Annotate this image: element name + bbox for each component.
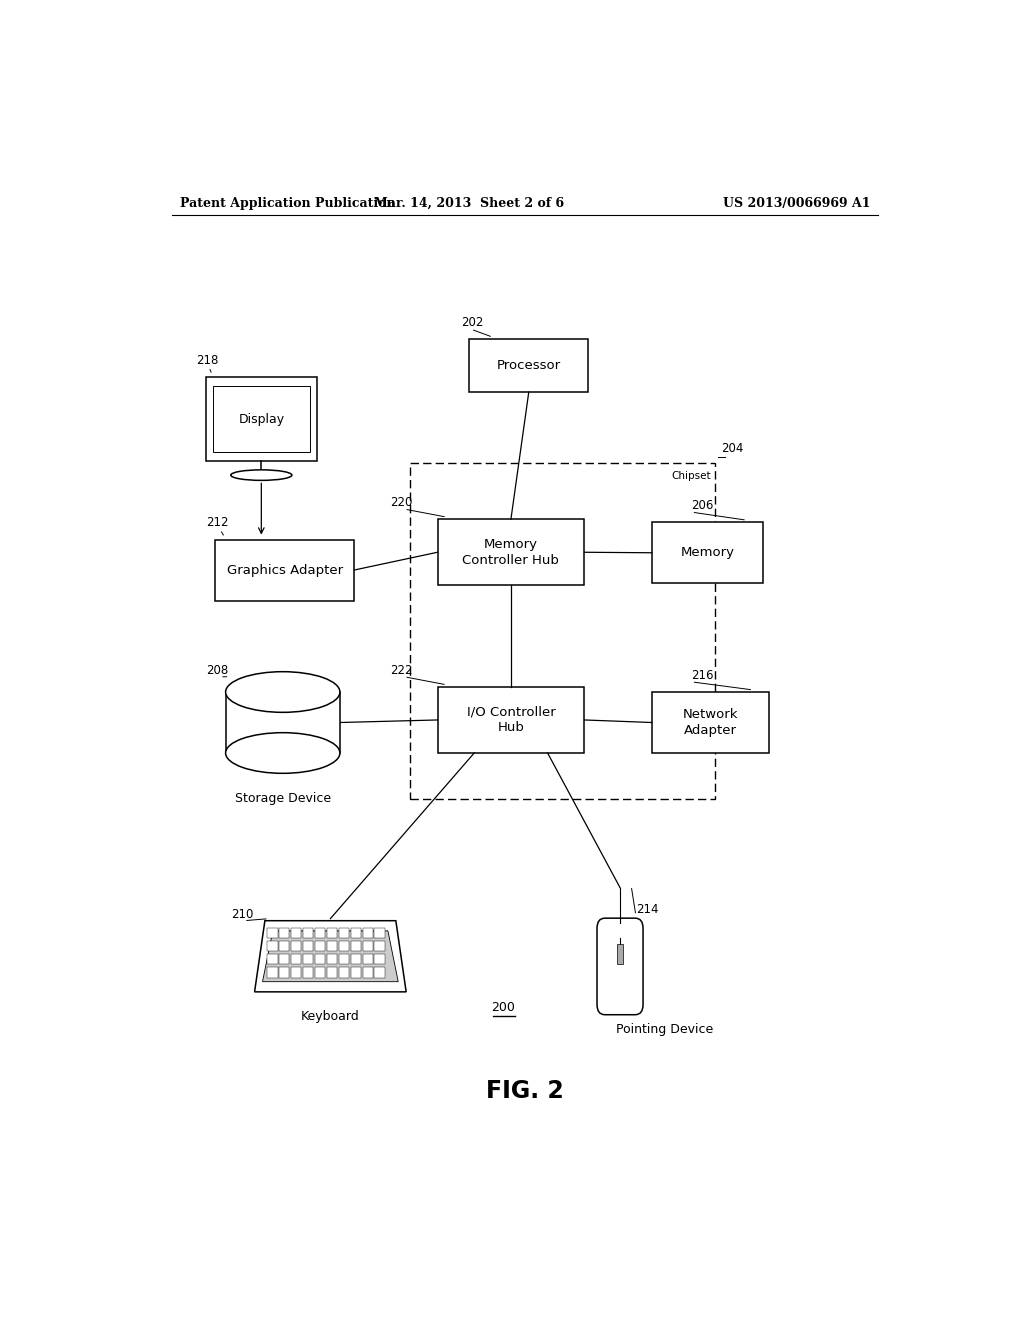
Bar — [350, 968, 360, 978]
Bar — [291, 968, 301, 978]
Bar — [437, 686, 585, 752]
Bar — [303, 941, 313, 952]
Bar — [267, 928, 278, 939]
Bar — [410, 463, 715, 799]
Bar — [280, 941, 290, 952]
Bar — [327, 968, 337, 978]
Bar — [362, 954, 373, 965]
Text: Memory: Memory — [680, 546, 734, 560]
Polygon shape — [262, 931, 398, 982]
Bar — [350, 928, 360, 939]
Bar — [339, 928, 349, 939]
Text: 206: 206 — [691, 499, 714, 512]
Polygon shape — [225, 692, 340, 752]
Text: I/O Controller
Hub: I/O Controller Hub — [467, 705, 555, 734]
Text: 218: 218 — [197, 354, 219, 367]
Text: FIG. 2: FIG. 2 — [486, 1080, 563, 1104]
Text: 222: 222 — [390, 664, 413, 677]
Bar — [362, 928, 373, 939]
Text: Chipset: Chipset — [672, 471, 712, 482]
Text: Patent Application Publication: Patent Application Publication — [179, 197, 395, 210]
Bar — [350, 954, 360, 965]
Bar — [315, 928, 326, 939]
Polygon shape — [255, 921, 407, 991]
Text: US 2013/0066969 A1: US 2013/0066969 A1 — [723, 197, 870, 210]
Text: Pointing Device: Pointing Device — [616, 1023, 714, 1036]
Text: Keyboard: Keyboard — [301, 1010, 359, 1023]
Bar — [327, 954, 337, 965]
Text: Graphics Adapter: Graphics Adapter — [226, 564, 343, 577]
Bar — [327, 941, 337, 952]
FancyBboxPatch shape — [597, 919, 643, 1015]
Bar — [280, 968, 290, 978]
Bar — [291, 928, 301, 939]
Bar — [215, 540, 354, 601]
Text: Processor: Processor — [497, 359, 561, 372]
Bar — [280, 928, 290, 939]
Text: 210: 210 — [231, 908, 254, 921]
Text: Network
Adapter: Network Adapter — [683, 708, 738, 737]
Bar — [362, 968, 373, 978]
Bar — [291, 954, 301, 965]
Bar — [469, 339, 588, 392]
Bar — [315, 954, 326, 965]
Bar — [362, 941, 373, 952]
Text: 202: 202 — [461, 317, 483, 329]
Text: Display: Display — [239, 413, 285, 425]
Bar — [375, 941, 385, 952]
Bar — [267, 968, 278, 978]
Bar — [652, 692, 769, 752]
Text: 220: 220 — [390, 496, 413, 510]
Text: 214: 214 — [636, 903, 658, 916]
Bar — [303, 954, 313, 965]
Text: Mar. 14, 2013  Sheet 2 of 6: Mar. 14, 2013 Sheet 2 of 6 — [374, 197, 564, 210]
Text: 212: 212 — [206, 516, 228, 529]
Bar — [339, 941, 349, 952]
Bar — [267, 941, 278, 952]
Bar — [315, 941, 326, 952]
Bar — [280, 954, 290, 965]
Ellipse shape — [225, 733, 340, 774]
Bar — [303, 928, 313, 939]
Text: Storage Device: Storage Device — [234, 792, 331, 805]
Text: 208: 208 — [206, 664, 228, 677]
Ellipse shape — [230, 470, 292, 480]
Bar — [315, 968, 326, 978]
Text: 204: 204 — [722, 442, 744, 455]
Text: 200: 200 — [492, 1001, 515, 1014]
Ellipse shape — [225, 672, 340, 713]
Bar — [375, 954, 385, 965]
Text: Memory
Controller Hub: Memory Controller Hub — [463, 537, 559, 566]
Bar — [339, 954, 349, 965]
Bar — [291, 941, 301, 952]
Bar — [206, 378, 316, 461]
Bar — [339, 968, 349, 978]
Bar — [350, 941, 360, 952]
Bar — [267, 954, 278, 965]
Bar — [437, 519, 585, 585]
Bar — [652, 523, 763, 583]
Bar — [375, 968, 385, 978]
Bar — [375, 928, 385, 939]
Bar — [616, 944, 624, 965]
Bar — [327, 928, 337, 939]
Text: 216: 216 — [691, 669, 714, 682]
Bar — [213, 385, 309, 451]
Bar — [303, 968, 313, 978]
